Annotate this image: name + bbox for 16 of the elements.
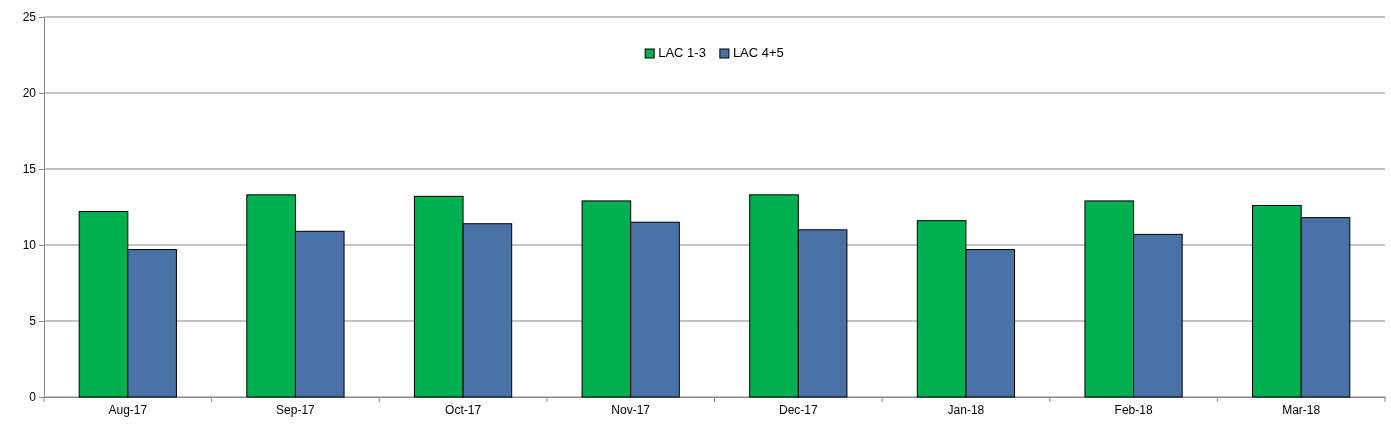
- y-tick-label: 10: [22, 238, 37, 253]
- y-tick-label: 0: [29, 390, 37, 405]
- y-tick-label: 5: [29, 314, 37, 329]
- x-tick-label: Oct-17: [445, 402, 482, 417]
- legend-label: LAC 4+5: [732, 45, 784, 60]
- x-tick-label: Dec-17: [778, 402, 818, 417]
- x-tick-label: Aug-17: [108, 402, 148, 417]
- x-tick-label: Sep-17: [276, 402, 316, 417]
- y-tick-label: 20: [22, 86, 37, 101]
- x-tick-label: Mar-18: [1282, 402, 1321, 417]
- x-tick-label: Jan-18: [947, 402, 985, 417]
- y-tick-label: 15: [22, 162, 37, 177]
- y-tick-label: 25: [22, 10, 37, 25]
- x-tick-label: Nov-17: [611, 402, 651, 417]
- x-tick-label: Feb-18: [1114, 402, 1153, 417]
- legend-label: LAC 1-3: [658, 45, 706, 60]
